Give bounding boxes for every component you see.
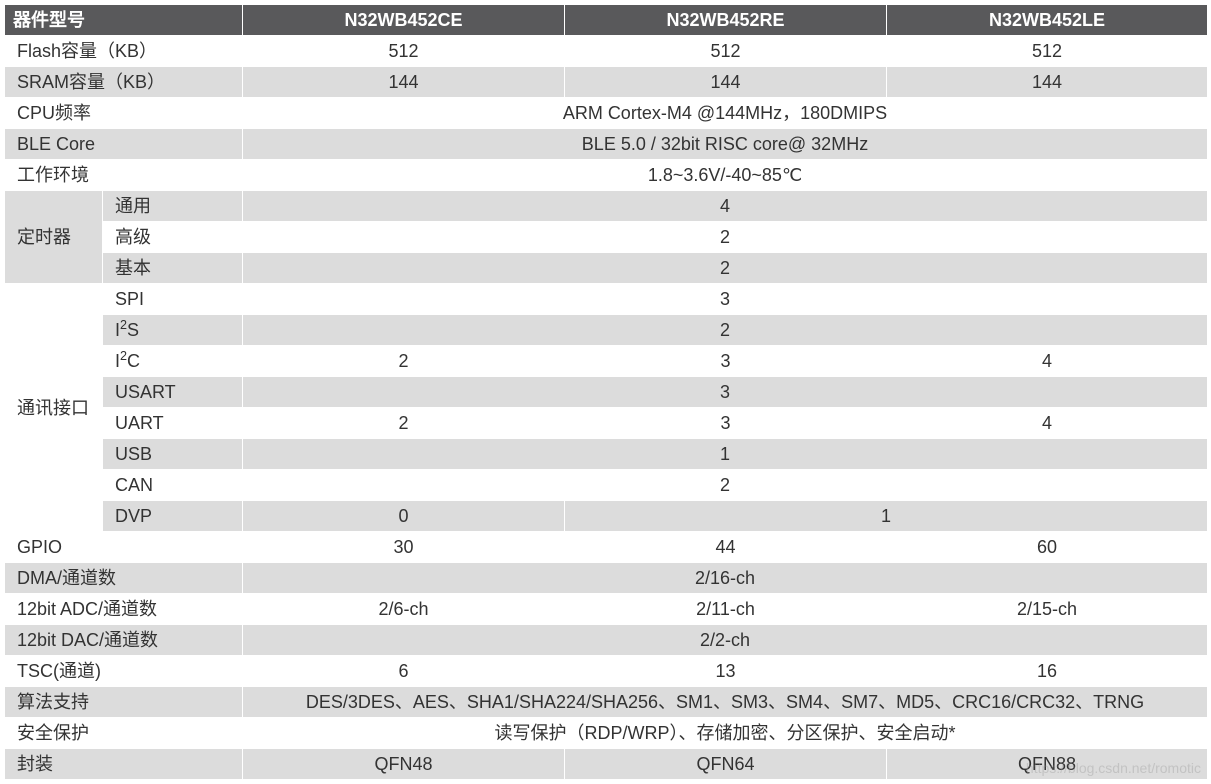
row-sec: 安全保护 读写保护（RDP/WRP）、存储加密、分区保护、安全启动*	[5, 718, 1208, 749]
uart-v0: 2	[243, 408, 565, 439]
dvp-label: DVP	[103, 501, 243, 532]
env-label: 工作环境	[5, 160, 243, 191]
sram-v2: 144	[887, 67, 1208, 98]
tsc-v1: 13	[565, 656, 887, 687]
timer-adv-val: 2	[243, 222, 1208, 253]
dac-label: 12bit DAC/通道数	[5, 625, 243, 656]
sec-val: 读写保护（RDP/WRP）、存储加密、分区保护、安全启动*	[243, 718, 1208, 749]
row-comm-spi: 通讯接口 SPI 3	[5, 284, 1208, 315]
usb-label: USB	[103, 439, 243, 470]
uart-v1: 3	[565, 408, 887, 439]
row-dma: DMA/通道数 2/16-ch	[5, 563, 1208, 594]
row-comm-uart: UART 2 3 4	[5, 408, 1208, 439]
algo-val: DES/3DES、AES、SHA1/SHA224/SHA256、SM1、SM3、…	[243, 687, 1208, 718]
sram-label: SRAM容量（KB）	[5, 67, 243, 98]
timer-gen-label: 通用	[103, 191, 243, 222]
i2c-v2: 4	[887, 346, 1208, 377]
adc-v2: 2/15-ch	[887, 594, 1208, 625]
row-ble: BLE Core BLE 5.0 / 32bit RISC core@ 32MH…	[5, 129, 1208, 160]
dvp-v0: 0	[243, 501, 565, 532]
row-timer-base: 基本 2	[5, 253, 1208, 284]
tsc-label: TSC(通道)	[5, 656, 243, 687]
row-comm-i2c: I2C 2 3 4	[5, 346, 1208, 377]
adc-v0: 2/6-ch	[243, 594, 565, 625]
timer-base-label: 基本	[103, 253, 243, 284]
uart-v2: 4	[887, 408, 1208, 439]
header-col-1: N32WB452RE	[565, 5, 887, 36]
spi-label: SPI	[103, 284, 243, 315]
row-cpu: CPU频率 ARM Cortex-M4 @144MHz，180DMIPS	[5, 98, 1208, 129]
sec-label: 安全保护	[5, 718, 243, 749]
comm-group: 通讯接口	[5, 284, 103, 532]
row-algo: 算法支持 DES/3DES、AES、SHA1/SHA224/SHA256、SM1…	[5, 687, 1208, 718]
gpio-v0: 30	[243, 532, 565, 563]
cpu-val: ARM Cortex-M4 @144MHz，180DMIPS	[243, 98, 1208, 129]
row-timer-gen: 定时器 通用 4	[5, 191, 1208, 222]
timer-adv-label: 高级	[103, 222, 243, 253]
gpio-label: GPIO	[5, 532, 243, 563]
dvp-v1: 1	[565, 501, 1208, 532]
row-comm-usart: USART 3	[5, 377, 1208, 408]
row-env: 工作环境 1.8~3.6V/-40~85℃	[5, 160, 1208, 191]
header-col-2: N32WB452LE	[887, 5, 1208, 36]
tsc-v2: 16	[887, 656, 1208, 687]
dma-label: DMA/通道数	[5, 563, 243, 594]
flash-v2: 512	[887, 36, 1208, 67]
row-gpio: GPIO 30 44 60	[5, 532, 1208, 563]
timer-gen-val: 4	[243, 191, 1208, 222]
usart-val: 3	[243, 377, 1208, 408]
can-label: CAN	[103, 470, 243, 501]
ble-label: BLE Core	[5, 129, 243, 160]
row-sram: SRAM容量（KB） 144 144 144	[5, 67, 1208, 98]
gpio-v2: 60	[887, 532, 1208, 563]
spec-table: 器件型号 N32WB452CE N32WB452RE N32WB452LE Fl…	[4, 4, 1208, 780]
header-label: 器件型号	[5, 5, 243, 36]
usb-val: 1	[243, 439, 1208, 470]
cpu-label: CPU频率	[5, 98, 243, 129]
dma-val: 2/16-ch	[243, 563, 1208, 594]
ble-val: BLE 5.0 / 32bit RISC core@ 32MHz	[243, 129, 1208, 160]
i2c-v1: 3	[565, 346, 887, 377]
sram-v1: 144	[565, 67, 887, 98]
i2s-val: 2	[243, 315, 1208, 346]
sram-v0: 144	[243, 67, 565, 98]
row-comm-can: CAN 2	[5, 470, 1208, 501]
timer-group: 定时器	[5, 191, 103, 284]
flash-v1: 512	[565, 36, 887, 67]
i2c-label: I2C	[103, 346, 243, 377]
row-timer-adv: 高级 2	[5, 222, 1208, 253]
i2s-label: I2S	[103, 315, 243, 346]
algo-label: 算法支持	[5, 687, 243, 718]
row-tsc: TSC(通道) 6 13 16	[5, 656, 1208, 687]
gpio-v1: 44	[565, 532, 887, 563]
row-comm-dvp: DVP 0 1	[5, 501, 1208, 532]
adc-v1: 2/11-ch	[565, 594, 887, 625]
adc-label: 12bit ADC/通道数	[5, 594, 243, 625]
row-flash: Flash容量（KB） 512 512 512	[5, 36, 1208, 67]
uart-label: UART	[103, 408, 243, 439]
spi-val: 3	[243, 284, 1208, 315]
row-dac: 12bit DAC/通道数 2/2-ch	[5, 625, 1208, 656]
timer-base-val: 2	[243, 253, 1208, 284]
env-val: 1.8~3.6V/-40~85℃	[243, 160, 1208, 191]
can-val: 2	[243, 470, 1208, 501]
watermark: https://blog.csdn.net/romotic	[1026, 760, 1201, 776]
flash-v0: 512	[243, 36, 565, 67]
row-adc: 12bit ADC/通道数 2/6-ch 2/11-ch 2/15-ch	[5, 594, 1208, 625]
tsc-v0: 6	[243, 656, 565, 687]
row-comm-usb: USB 1	[5, 439, 1208, 470]
i2c-v0: 2	[243, 346, 565, 377]
flash-label: Flash容量（KB）	[5, 36, 243, 67]
dac-val: 2/2-ch	[243, 625, 1208, 656]
row-comm-i2s: I2S 2	[5, 315, 1208, 346]
header-col-0: N32WB452CE	[243, 5, 565, 36]
usart-label: USART	[103, 377, 243, 408]
header-row: 器件型号 N32WB452CE N32WB452RE N32WB452LE	[5, 5, 1208, 36]
